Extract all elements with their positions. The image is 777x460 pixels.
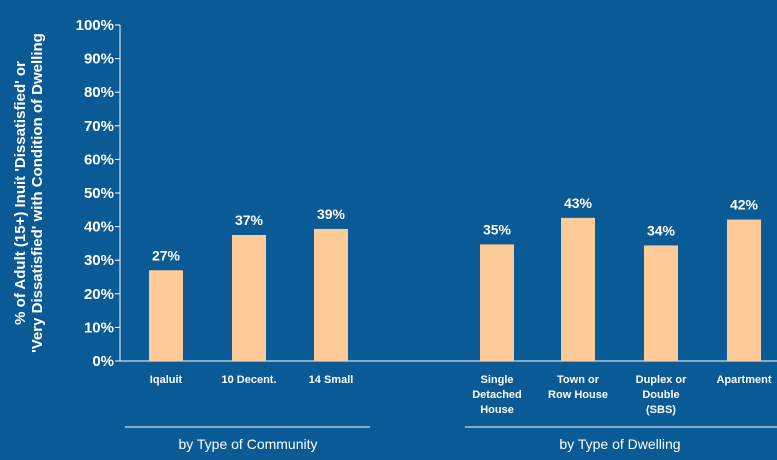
category-label-line: Double [642, 389, 679, 401]
category-label-line: Iqaluit [150, 374, 183, 386]
y-tick-label: 50% [84, 185, 114, 202]
data-label: 35% [483, 221, 512, 237]
bar [644, 245, 678, 361]
category-label-line: House [480, 404, 514, 416]
category-label: Town or Row House [548, 374, 608, 401]
category-label: Iqaluit [150, 374, 183, 386]
category-label-line: Row House [548, 389, 608, 401]
data-label: 34% [647, 222, 676, 238]
bar [149, 270, 183, 361]
data-label: 37% [235, 212, 264, 228]
category-label: Apartment [716, 374, 771, 386]
category-label: 10 Decent. [221, 374, 276, 386]
y-tick-label: 100% [76, 17, 114, 34]
y-tick-label: 70% [84, 118, 114, 135]
y-axis-title: % of Adult (15+) Inuit 'Dissatisfied' or… [12, 33, 46, 353]
category-label-line: Detached [472, 389, 522, 401]
y-tick-label: 20% [84, 286, 114, 303]
y-axis-label-line: 'Very Dissatisfied' with Condition of Dw… [29, 33, 46, 353]
category-label-line: Duplex or [636, 374, 687, 386]
y-axis: 0% 10% 20% 30% 40% 50% 60% 70% 80% 90% 100% [76, 17, 777, 370]
y-axis-label-line: % of Adult (15+) Inuit 'Dissatisfied' or [12, 61, 29, 325]
y-tick-label: 90% [84, 51, 114, 68]
group-label: by Type of Community [178, 436, 317, 452]
category-label-line: Single [480, 374, 513, 386]
bars: 27% Iqaluit 37% 10 Decent. 39% 14 Small 35% Sin… [149, 195, 772, 416]
bar [480, 244, 514, 361]
bar [232, 235, 266, 361]
y-tick-label: 0% [92, 353, 114, 370]
category-label: 14 Small [309, 374, 354, 386]
bar [314, 228, 348, 361]
y-tick-label: 80% [84, 84, 114, 101]
group-labels: by Type of Community by Type of Dwelling [125, 426, 777, 452]
y-tick-label: 10% [84, 319, 114, 336]
category-label-line: Apartment [716, 374, 771, 386]
data-label: 27% [152, 247, 181, 263]
y-tick-label: 40% [84, 219, 114, 236]
category-label-line: Town or [557, 374, 600, 386]
data-label: 39% [317, 206, 346, 222]
data-label: 42% [730, 197, 759, 213]
group-label: by Type of Dwelling [559, 436, 680, 452]
bar [561, 217, 595, 361]
y-tick-label: 60% [84, 151, 114, 168]
y-axis-label: % of Adult (15+) Inuit 'Dissatisfied' or… [12, 33, 46, 353]
category-label: Single Detached House [472, 374, 522, 416]
category-label-line: 10 Decent. [221, 374, 276, 386]
data-label: 43% [564, 195, 593, 211]
y-tick-label: 30% [84, 252, 114, 269]
category-label-line: 14 Small [309, 374, 354, 386]
category-label-line: (SBS) [646, 404, 676, 416]
category-label: Duplex or Double (SBS) [636, 374, 687, 416]
bar [727, 219, 761, 361]
